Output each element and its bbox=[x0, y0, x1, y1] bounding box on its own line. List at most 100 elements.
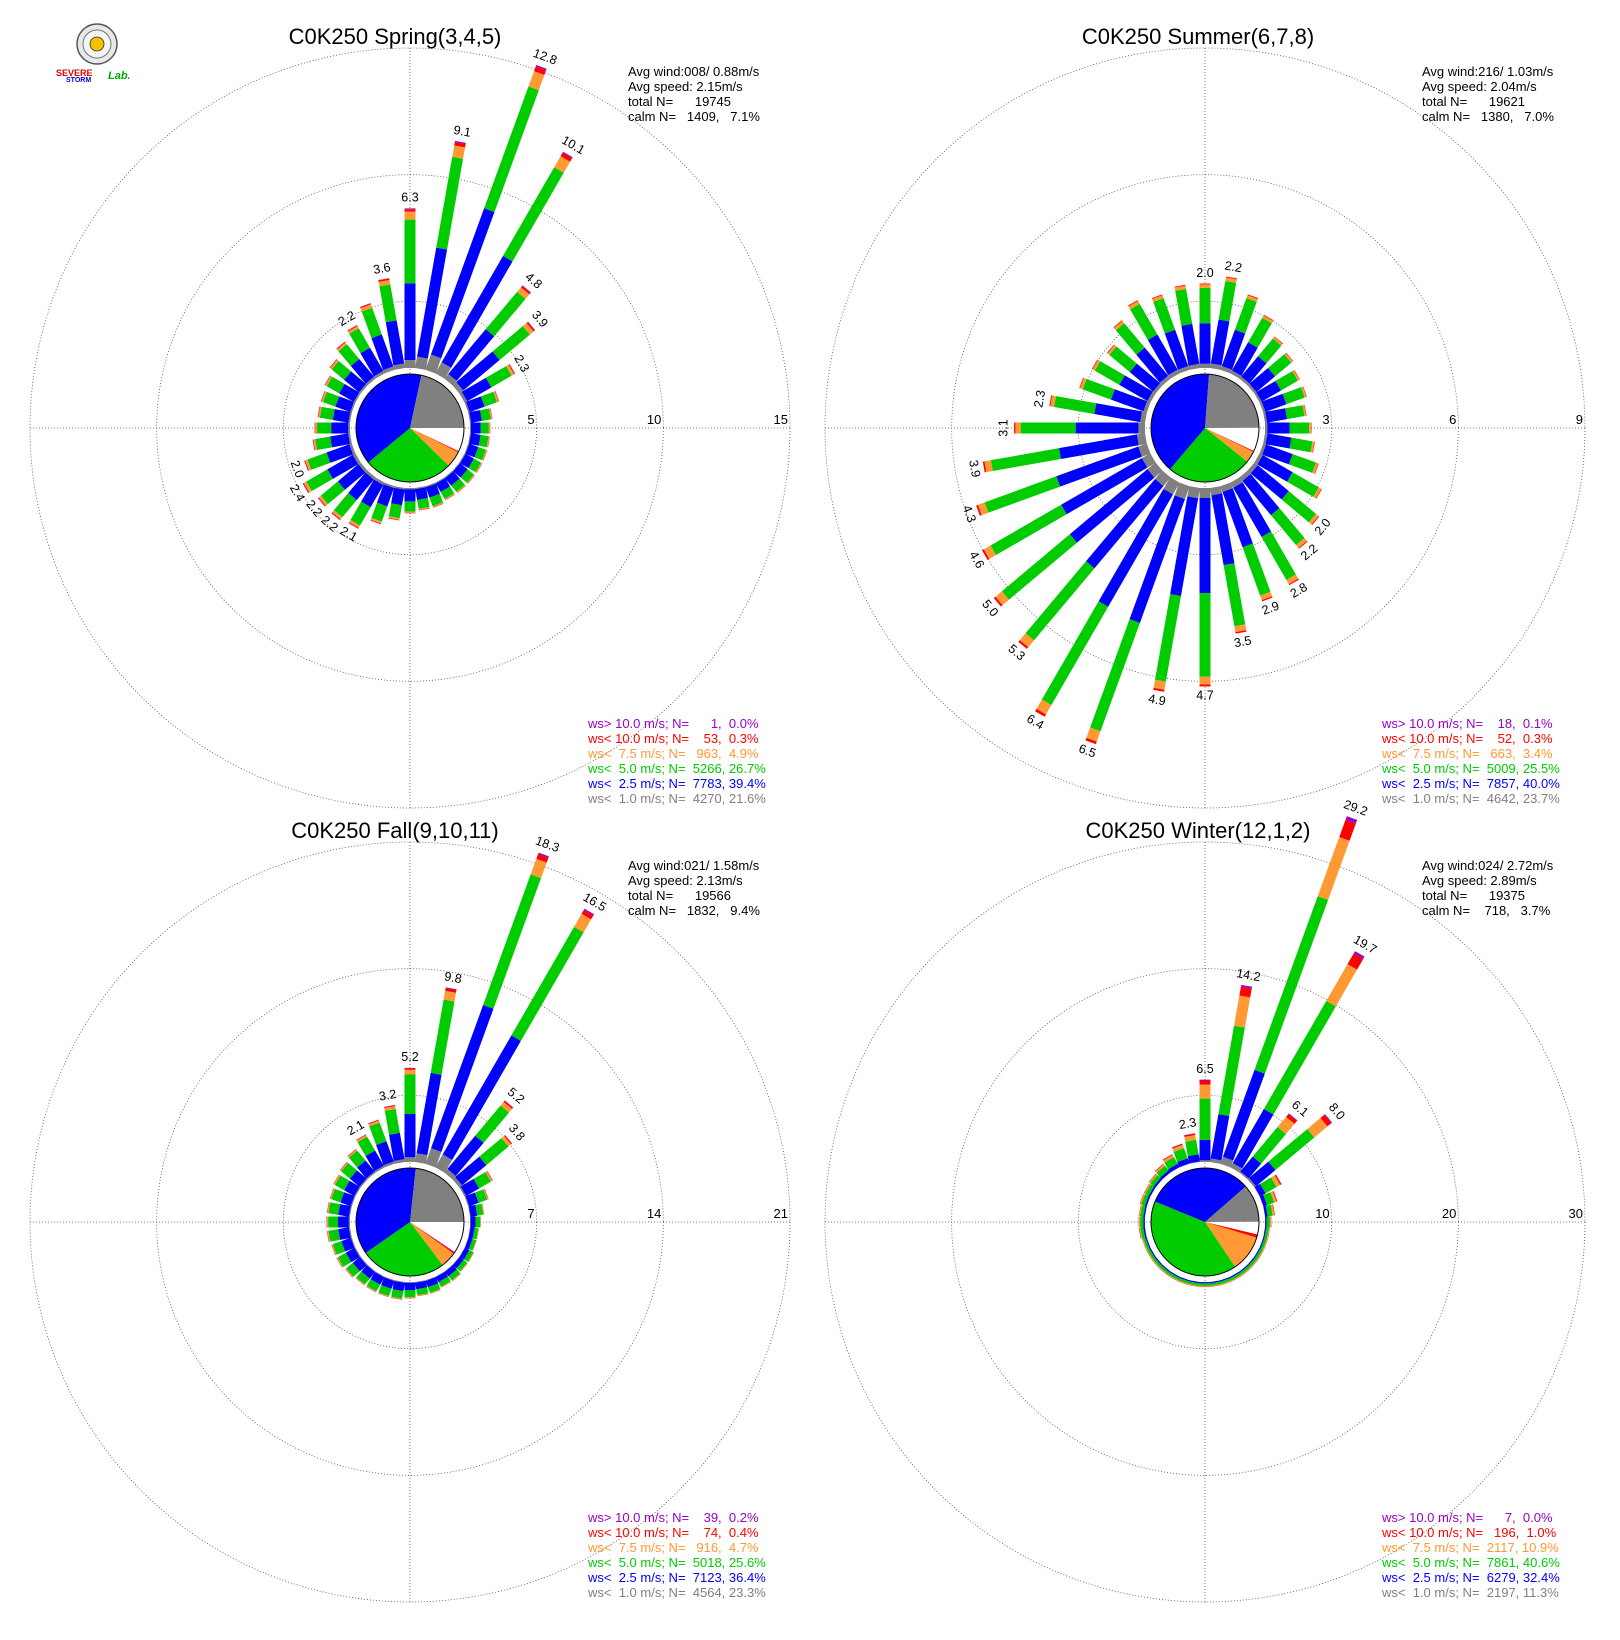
bar-segment-lt2_5 bbox=[337, 464, 366, 490]
bar-segment-lt1 bbox=[365, 470, 376, 480]
direction-bar bbox=[1079, 377, 1151, 413]
bar-segment-lt5 bbox=[388, 503, 402, 519]
pie-slice-lt2_5 bbox=[355, 1167, 416, 1253]
bar-segment-lt7_5 bbox=[983, 545, 996, 559]
bar-segment-lt5 bbox=[1109, 346, 1137, 373]
bar-segment-lt7_5 bbox=[1149, 1173, 1158, 1184]
bar-segment-lt5 bbox=[379, 284, 397, 323]
wind-rose-panel-2: C0K250 Summer(6,7,8)3 6 92.0 2.22.02.22.82.… bbox=[824, 24, 1586, 809]
bar-segment-lt2_5 bbox=[1094, 403, 1143, 423]
direction-bar bbox=[1247, 352, 1294, 394]
bar-segment-lt5 bbox=[1130, 303, 1158, 341]
direction-bar bbox=[1138, 1205, 1147, 1217]
bar-value-label: 3.2 bbox=[378, 1087, 398, 1104]
bar-segment-lt2_5 bbox=[326, 444, 354, 463]
bar-segment-lt1 bbox=[1254, 453, 1263, 465]
bar-segment-lt1 bbox=[354, 1186, 361, 1197]
speed-class-pie bbox=[1150, 373, 1260, 483]
bar-segment-lt2_5 bbox=[348, 472, 374, 501]
direction-bar bbox=[1259, 443, 1319, 474]
bar-segment-lt1 bbox=[444, 470, 454, 479]
bar-segment-lt1 bbox=[1141, 453, 1156, 468]
bar-segment-lt5 bbox=[472, 1227, 479, 1240]
direction-bar bbox=[331, 470, 376, 521]
bar-segment-lt5 bbox=[1175, 288, 1193, 326]
bar-segment-lt5 bbox=[1177, 1277, 1190, 1284]
bar-segment-lt1 bbox=[365, 376, 376, 386]
bar-segment-lt1 bbox=[444, 373, 457, 386]
bar-segment-lt1 bbox=[366, 1264, 376, 1273]
bar-segment-lt10 bbox=[1239, 986, 1252, 998]
bar-segment-lt7_5 bbox=[500, 1101, 513, 1113]
direction-bar bbox=[336, 1247, 361, 1268]
bar-segment-lt5 bbox=[984, 476, 1061, 513]
bar-segment-lt2_5 bbox=[1256, 380, 1282, 402]
bar-segment-lt10 bbox=[504, 1135, 512, 1145]
pie-slice-lt5 bbox=[1170, 428, 1248, 483]
bar-segment-lt7_5 bbox=[1153, 679, 1166, 690]
bar-segment-lt10 bbox=[503, 1100, 513, 1109]
bar-segment-lt2_5 bbox=[1098, 488, 1174, 607]
bar-segment-lt2_5 bbox=[461, 377, 492, 402]
direction-bar bbox=[329, 1188, 356, 1207]
bar-segment-lt2_5 bbox=[1136, 347, 1169, 383]
bar-segment-lt2_5 bbox=[1149, 1247, 1156, 1258]
bar-segment-lt5 bbox=[361, 307, 382, 339]
bar-segment-lt5 bbox=[1240, 1265, 1251, 1275]
bar-segment-lt2_5 bbox=[350, 358, 375, 384]
direction-bar bbox=[1018, 470, 1171, 649]
radial-tick-label: 6 bbox=[1449, 412, 1456, 427]
bar-segment-lt7_5 bbox=[1317, 837, 1350, 900]
stats-line: total N= 19621 bbox=[1422, 94, 1525, 109]
legend-entry-gt10: ws> 10.0 m/s; N= 7, 0.0% bbox=[1381, 1510, 1553, 1525]
bar-segment-lt1 bbox=[425, 1148, 442, 1168]
bar-segment-lt7_5 bbox=[1270, 1191, 1277, 1203]
legend-entry-lt5: ws< 5.0 m/s; N= 5266, 26.7% bbox=[587, 761, 766, 776]
bar-segment-lt5 bbox=[1263, 1192, 1275, 1206]
bar-segment-lt5 bbox=[474, 1189, 488, 1203]
bar-segment-lt2_5 bbox=[389, 1132, 405, 1162]
bar-segment-lt5 bbox=[417, 498, 430, 509]
bar-segment-lt7_5 bbox=[452, 145, 466, 159]
bar-segment-lt5 bbox=[1248, 317, 1272, 348]
direction-bar bbox=[425, 1276, 441, 1294]
bar-segment-lt5 bbox=[356, 1271, 370, 1285]
bar-segment-lt10 bbox=[331, 512, 341, 520]
direction-bar bbox=[1143, 1183, 1156, 1197]
direction-bar bbox=[320, 391, 356, 413]
bar-segment-lt7_5 bbox=[360, 304, 373, 312]
bar-segment-lt1 bbox=[1136, 433, 1147, 446]
bar-segment-lt7_5 bbox=[1113, 320, 1125, 331]
bar-segment-lt2_5 bbox=[1222, 488, 1253, 548]
bar-segment-lt5 bbox=[485, 291, 526, 337]
bar-segment-lt1 bbox=[1259, 401, 1266, 413]
pie-slice-lt10 bbox=[1205, 428, 1254, 452]
bar-segment-lt10 bbox=[1288, 578, 1299, 586]
direction-bar bbox=[1259, 386, 1307, 413]
bar-segment-lt10 bbox=[1347, 953, 1364, 970]
bar-segment-lt2_5 bbox=[349, 1170, 367, 1187]
direction-bar bbox=[425, 852, 549, 1168]
direction-bar bbox=[1230, 951, 1365, 1173]
bar-segment-lt1 bbox=[383, 366, 395, 374]
bar-segment-lt5 bbox=[366, 1279, 381, 1292]
legend-entry-gt10: ws> 10.0 m/s; N= 39, 0.2% bbox=[587, 1510, 759, 1525]
bar-segment-lt2_5 bbox=[1250, 465, 1289, 500]
direction-bar bbox=[368, 1119, 395, 1168]
direction-bar bbox=[1151, 1256, 1163, 1269]
bar-segment-lt2_5 bbox=[1254, 1183, 1266, 1197]
bar-segment-lt7_5 bbox=[1128, 300, 1140, 310]
bar-segment-lt2_5 bbox=[441, 255, 513, 368]
bar-segment-lt1 bbox=[1259, 443, 1267, 455]
bar-segment-lt1 bbox=[1163, 477, 1180, 495]
direction-bar bbox=[1148, 1173, 1163, 1188]
direction-bar bbox=[1145, 1247, 1156, 1260]
bar-segment-lt7_5 bbox=[1292, 370, 1300, 381]
bar-segment-lt1 bbox=[352, 453, 361, 465]
direction-bar bbox=[1263, 433, 1315, 453]
bar-segment-lt1 bbox=[1168, 369, 1180, 379]
direction-bar bbox=[1141, 1237, 1151, 1250]
bar-segment-lt2_5 bbox=[1119, 375, 1153, 402]
bar-segment-lt2_5 bbox=[338, 1204, 351, 1217]
bar-segment-lt2_5 bbox=[1129, 363, 1161, 392]
